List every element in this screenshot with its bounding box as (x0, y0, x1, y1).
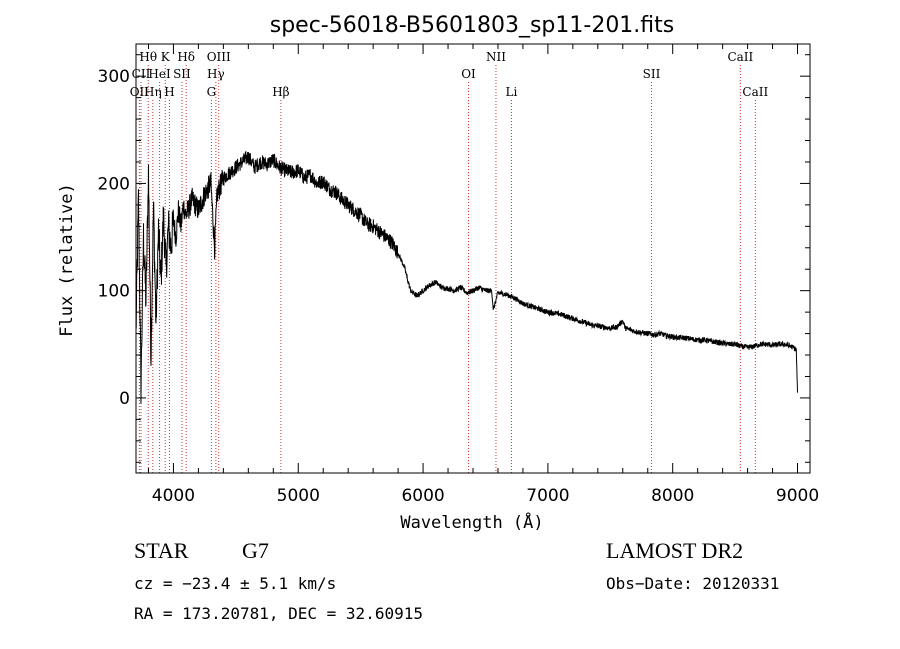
spectral-line-label: G (207, 85, 217, 99)
x-tick-label: 9000 (776, 486, 819, 506)
y-tick-label: 200 (98, 174, 130, 194)
spectral-line-label: SII (173, 67, 191, 81)
x-tick-label: 5000 (277, 486, 320, 506)
y-axis-label: Flux (relative) (57, 183, 77, 337)
spectral-line-label: CaII (727, 50, 753, 64)
spectral-line-label: NII (486, 50, 506, 64)
x-tick-label: 6000 (401, 486, 444, 506)
spectral-line-label: OII (130, 85, 150, 99)
axes: 4000 5000 6000 7000 8000 9000 0 100 200 300 (98, 44, 819, 506)
spectral-line-label: Hη (144, 85, 162, 99)
spectral-line-label: OI (461, 67, 476, 81)
spectral-line-label: OIII (207, 50, 231, 64)
spectrum-series (135, 150, 798, 404)
x-tick-label: 7000 (526, 486, 569, 506)
plot-frame (135, 43, 811, 474)
spectral-line-label: Hβ (272, 85, 289, 99)
observation-date: Obs−Date: 20120331 (606, 574, 780, 593)
object-subclass: G7 (242, 538, 269, 563)
x-tick-label: 4000 (152, 486, 195, 506)
spectral-line-label: K (161, 50, 171, 64)
spectral-line-label: SII (643, 67, 661, 81)
spectral-line-label: H (164, 85, 174, 99)
x-axis-label: Wavelength (Å) (400, 511, 543, 533)
x-tick-label: 8000 (651, 486, 694, 506)
spectral-line-label: HeI (148, 67, 171, 81)
spectral-line-label: CaII (742, 85, 768, 99)
y-tick-label: 100 (98, 282, 130, 302)
redshift-velocity: cz = −23.4 ± 5.1 km/s (134, 574, 337, 593)
spectral-line-label: Hδ (177, 50, 195, 64)
y-tick-label: 0 (119, 389, 130, 409)
spectrum-line (135, 150, 798, 404)
spectral-line-label: Hθ (139, 50, 157, 64)
chart-title: spec-56018-B5601803_sp11-201.fits (270, 13, 675, 38)
object-type: STAR (134, 538, 189, 563)
y-tick-label: 300 (98, 67, 130, 87)
survey-name: LAMOST DR2 (606, 538, 744, 563)
spectral-line-label: Li (506, 85, 518, 99)
spectral-line-label: Hγ (207, 67, 225, 81)
coordinates: RA = 173.20781, DEC = 32.60915 (134, 604, 423, 623)
